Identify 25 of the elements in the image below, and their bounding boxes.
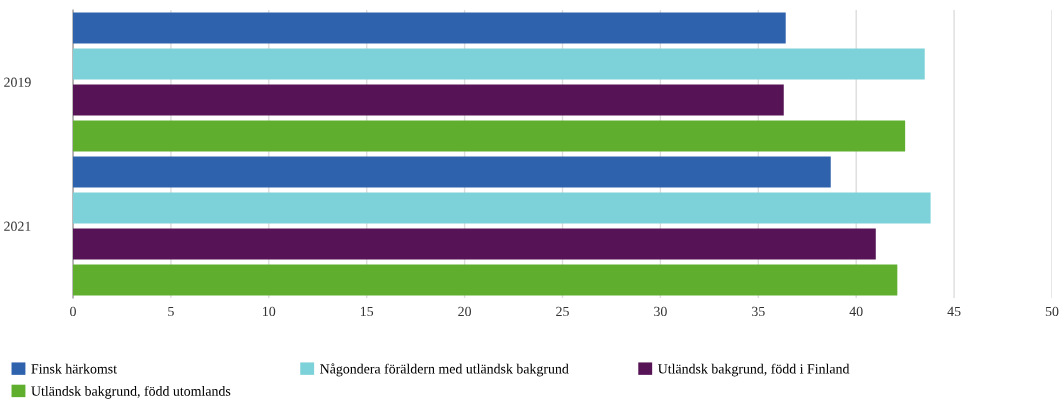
x-tick-label: 30 bbox=[654, 306, 667, 317]
x-tick-label: 45 bbox=[947, 306, 961, 317]
bar bbox=[73, 12, 786, 44]
legend-label: Utländsk bakgrund, född utomlands bbox=[31, 385, 231, 399]
legend-label: Utländsk bakgrund, född i Finland bbox=[658, 363, 850, 377]
bar bbox=[73, 120, 906, 152]
legend-label: Finsk härkomst bbox=[31, 363, 117, 374]
x-tick-label: 0 bbox=[70, 306, 76, 317]
bar bbox=[73, 84, 784, 116]
x-tick-label: 5 bbox=[168, 306, 174, 317]
x-tick-label: 15 bbox=[360, 306, 374, 317]
x-tick-label: 40 bbox=[849, 306, 863, 317]
y-tick-label: 2019 bbox=[4, 77, 31, 87]
x-tick-label: 25 bbox=[556, 306, 569, 317]
bar bbox=[73, 48, 925, 80]
bar bbox=[73, 192, 931, 224]
x-tick-label: 35 bbox=[752, 306, 765, 317]
x-tick-label: 50 bbox=[1045, 306, 1059, 317]
legend-label: Någondera föräldern med utländsk bakgrund bbox=[320, 363, 569, 377]
bar bbox=[73, 156, 831, 188]
x-tick-label: 10 bbox=[263, 306, 276, 317]
bar bbox=[73, 264, 898, 296]
bar bbox=[73, 228, 876, 260]
y-tick-label: 2021 bbox=[4, 221, 31, 231]
x-tick-label: 20 bbox=[458, 306, 472, 317]
